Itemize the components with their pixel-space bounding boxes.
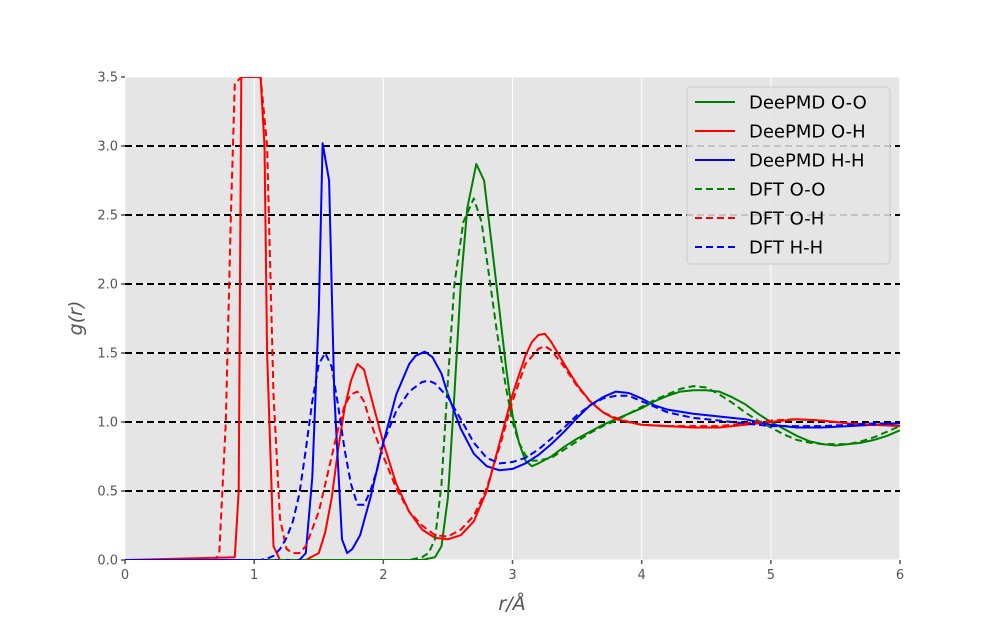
legend-label: DFT O-O [749, 180, 825, 201]
legend: DeePMD O-O DeePMD O-H DeePMD H-H DFT O-O DFT… [686, 86, 891, 265]
x-axis-ticks: 0 1 2 3 4 5 6 [121, 560, 904, 583]
x-tick-label: 4 [638, 568, 646, 583]
series-line-deepmd-o-o [125, 162, 900, 560]
data-series [125, 77, 900, 560]
legend-label: DeePMD O-O [749, 93, 867, 114]
series-line-deepmd-h-h [125, 142, 900, 560]
legend-box [686, 86, 891, 265]
series-line-dft-o-h [125, 77, 900, 560]
legend-label: DeePMD O-H [749, 122, 866, 143]
legend-label: DFT H-H [749, 238, 823, 259]
y-axis-ticks: 0.0 0.5 1.0 1.5 2.0 2.5 3.0 3.5 [97, 71, 125, 569]
y-tick-label: 2.0 [97, 278, 118, 293]
y-tick-label: 3.0 [97, 140, 118, 155]
x-tick-label: 3 [508, 568, 516, 583]
y-tick-label: 3.5 [97, 71, 118, 86]
y-tick-label: 0.5 [97, 485, 118, 500]
legend-label: DeePMD H-H [749, 151, 865, 172]
x-tick-label: 1 [250, 568, 258, 583]
x-tick-label: 6 [896, 568, 904, 583]
y-tick-label: 2.5 [97, 209, 118, 224]
series-line-dft-h-h [125, 352, 900, 560]
x-tick-label: 5 [767, 568, 775, 583]
series-line-dft-o-o [125, 197, 900, 560]
x-tick-label: 2 [379, 568, 387, 583]
y-tick-label: 0.0 [97, 554, 118, 569]
legend-label: DFT O-H [749, 209, 824, 230]
y-tick-label: 1.0 [97, 416, 118, 431]
y-tick-label: 1.5 [97, 347, 118, 362]
y-axis-label: g(r) [65, 301, 87, 336]
x-axis-label: r/Å [498, 592, 525, 615]
x-tick-label: 0 [121, 568, 129, 583]
